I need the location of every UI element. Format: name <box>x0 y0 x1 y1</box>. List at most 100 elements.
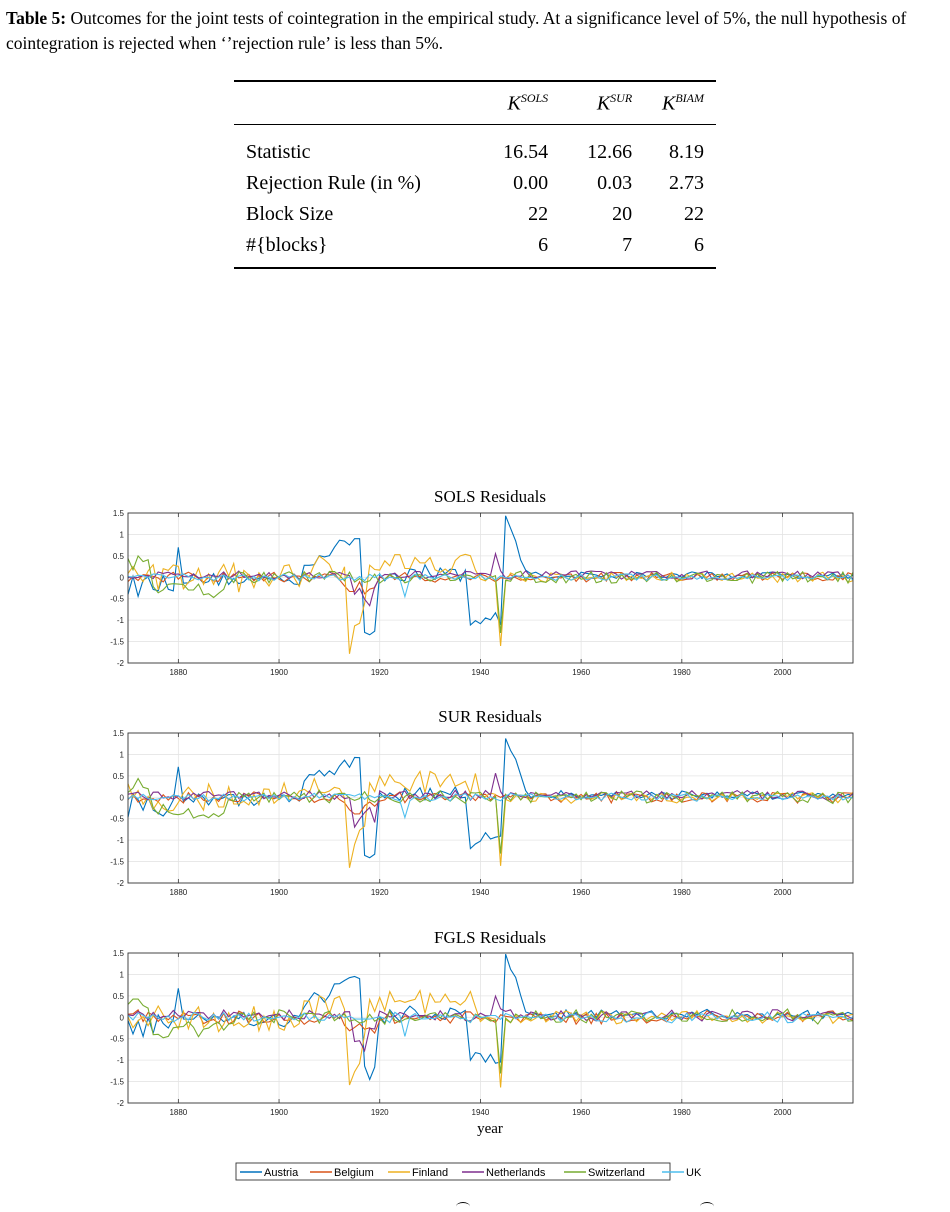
x-tick-label: 1900 <box>270 888 288 897</box>
plot-frame <box>127 732 854 884</box>
x-tick-label: 1960 <box>572 668 590 677</box>
header-k-sols: KSOLS <box>507 90 549 115</box>
table-header-row: KSOLS KSUR KBIAM <box>234 81 716 125</box>
panel-title: SUR Residuals <box>438 707 541 726</box>
hat-accent-right <box>700 1202 714 1211</box>
y-tick-label: -1 <box>117 836 125 845</box>
table-row: Rejection Rule (in %) 0.00 0.03 2.73 <box>234 168 716 199</box>
x-tick-label: 2000 <box>774 1108 792 1117</box>
y-tick-label: 1.5 <box>113 509 125 518</box>
series-line-switzerland <box>127 554 854 634</box>
x-tick-label: 1940 <box>472 1108 490 1117</box>
table-row: #{blocks} 6 7 6 <box>234 230 716 268</box>
x-tick-label: 1880 <box>169 888 187 897</box>
table-label: Table 5: <box>6 8 67 28</box>
legend-entry: Belgium <box>334 1167 374 1179</box>
legend-entry: UK <box>686 1167 702 1179</box>
series-line-uk <box>127 573 854 599</box>
y-tick-label: 1.5 <box>113 949 125 958</box>
x-tick-label: 2000 <box>774 888 792 897</box>
x-tick-label: 1980 <box>673 1108 691 1117</box>
panel-1: SOLS Residuals 1.5 1 0.5 0 -0.5 -1 -1.5 -2 1880 19… <box>110 487 854 677</box>
x-tick-label: 1980 <box>673 668 691 677</box>
x-tick-label: 1900 <box>270 668 288 677</box>
table-cell: 6 <box>694 234 704 256</box>
table-cell: 6 <box>538 234 549 256</box>
legend: Austria Belgium Finland Netherlands Switzerl… <box>235 1162 702 1181</box>
y-tick-label: 1 <box>120 750 125 759</box>
table-cell: 7 <box>622 234 633 256</box>
table-row: Block Size 22 20 22 <box>234 199 716 230</box>
y-tick-label: 0.5 <box>113 992 125 1001</box>
y-tick-label: -1 <box>117 616 125 625</box>
x-axis-label: year <box>477 1121 503 1137</box>
y-tick-label: 0 <box>120 1013 125 1022</box>
y-tick-label: 1.5 <box>113 729 125 738</box>
legend-entry: Netherlands <box>486 1167 546 1179</box>
series-line-finland <box>127 770 854 868</box>
x-tick-label: 1940 <box>472 668 490 677</box>
plot-frame <box>127 952 854 1104</box>
y-tick-label: 1 <box>120 530 125 539</box>
x-tick-label: 1920 <box>371 888 389 897</box>
series-line-finland <box>127 553 854 654</box>
series-line-switzerland <box>127 998 854 1074</box>
table-cell: 16.54 <box>503 141 549 163</box>
x-tick-label: 1920 <box>371 668 389 677</box>
x-tick-label: 1940 <box>472 888 490 897</box>
y-tick-label: -0.5 <box>110 1035 124 1044</box>
y-tick-label: 0.5 <box>113 772 125 781</box>
panel-title: FGLS Residuals <box>434 928 546 947</box>
residuals-figure: SOLS Residuals 1.5 1 0.5 0 -0.5 -1 -1.5 -2 1880 19… <box>110 487 854 1181</box>
y-tick-label: 0 <box>120 793 125 802</box>
y-tick-label: 0.5 <box>113 552 125 561</box>
legend-entry: Finland <box>412 1167 448 1179</box>
table-cell: 8.19 <box>669 141 704 163</box>
plot-frame <box>127 512 854 664</box>
y-tick-label: -1.5 <box>110 1078 124 1087</box>
y-tick-label: -1.5 <box>110 638 124 647</box>
y-tick-label: 1 <box>120 970 125 979</box>
panel-2: SUR Residuals 1.5 1 0.5 0 -0.5 -1 -1.5 -2 1880 190… <box>110 707 854 897</box>
row-label: Statistic <box>246 141 311 163</box>
header-k-sur: KSUR <box>596 90 633 115</box>
row-label: Rejection Rule (in %) <box>246 172 421 194</box>
x-tick-label: 1980 <box>673 888 691 897</box>
table-cell: 2.73 <box>669 172 704 194</box>
row-label: Block Size <box>246 203 334 225</box>
x-tick-label: 1960 <box>572 1108 590 1117</box>
y-tick-label: -1.5 <box>110 858 124 867</box>
series-line-austria <box>127 738 854 859</box>
series-line-finland <box>127 988 854 1088</box>
table-cell: 22 <box>528 203 549 225</box>
series-line-uk <box>127 792 854 820</box>
series-line-netherlands <box>127 773 854 829</box>
table-row: Statistic 16.54 12.66 8.19 <box>234 125 716 169</box>
results-table: KSOLS KSUR KBIAM Statistic 16.54 12.66 8… <box>234 80 716 269</box>
x-tick-label: 1960 <box>572 888 590 897</box>
series-line-switzerland <box>127 777 854 854</box>
header-empty <box>234 81 476 125</box>
x-tick-label: 1920 <box>371 1108 389 1117</box>
y-tick-label: -1 <box>117 1056 125 1065</box>
x-tick-label: 1900 <box>270 1108 288 1117</box>
header-k-biam: KBIAM <box>662 90 704 115</box>
legend-entry: Austria <box>264 1167 299 1179</box>
series-line-uk <box>127 1011 854 1037</box>
table-cell: 0.03 <box>597 172 633 194</box>
table-cell: 20 <box>612 203 633 225</box>
x-tick-label: 2000 <box>774 668 792 677</box>
y-tick-label: -2 <box>117 879 125 888</box>
y-tick-label: -2 <box>117 1099 125 1108</box>
y-tick-label: -0.5 <box>110 815 124 824</box>
table-cell: 0.00 <box>513 172 549 194</box>
x-tick-label: 1880 <box>169 1108 187 1117</box>
panel-3: FGLS Residuals 1.5 1 0.5 0 -0.5 -1 -1.5 -2 1880 19… <box>110 928 854 1137</box>
hat-accent-left <box>456 1202 470 1211</box>
series-line-netherlands <box>127 551 854 607</box>
table-cell: 22 <box>684 203 704 225</box>
panel-title: SOLS Residuals <box>434 487 546 506</box>
table-caption: Table 5: Outcomes for the joint tests of… <box>6 6 946 56</box>
y-tick-label: -0.5 <box>110 595 124 604</box>
y-tick-label: -2 <box>117 659 125 668</box>
